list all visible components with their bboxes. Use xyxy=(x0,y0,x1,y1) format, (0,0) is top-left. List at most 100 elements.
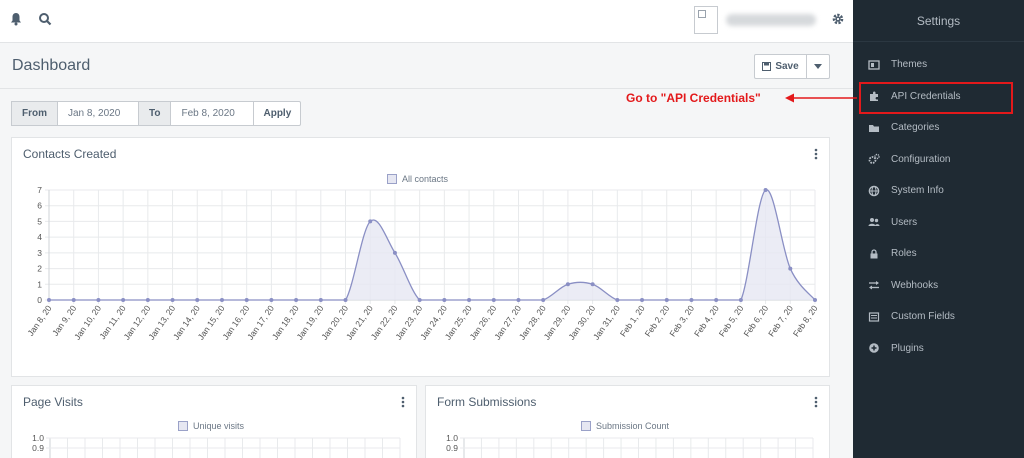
from-label: From xyxy=(11,101,58,126)
data-point[interactable] xyxy=(442,298,447,302)
search-icon[interactable] xyxy=(38,12,56,30)
data-point[interactable] xyxy=(71,298,76,302)
data-point[interactable] xyxy=(392,250,397,255)
user-name-redacted[interactable] xyxy=(726,14,816,26)
data-point[interactable] xyxy=(145,298,150,302)
puzzle-icon xyxy=(868,90,880,102)
contacts-legend[interactable]: All contacts xyxy=(387,174,448,184)
themes-icon xyxy=(868,59,880,71)
data-point[interactable] xyxy=(467,298,472,302)
data-point[interactable] xyxy=(121,298,126,302)
kebab-menu-icon[interactable] xyxy=(814,396,818,408)
kebab-menu-icon[interactable] xyxy=(814,148,818,160)
data-point[interactable] xyxy=(170,298,175,302)
data-point[interactable] xyxy=(294,298,299,302)
series-area xyxy=(49,189,815,300)
sidebar-item-plugins[interactable]: Plugins xyxy=(853,333,1024,364)
contacts-created-panel: Contacts Created All contacts 0 1 2 3 4 5 6 7 Ja… xyxy=(11,137,830,377)
data-point[interactable] xyxy=(368,219,373,224)
form-submissions-title: Form Submissions xyxy=(437,395,537,409)
y-tick-label: 0.9 xyxy=(32,443,44,453)
y-tick-label: 4 xyxy=(37,232,42,242)
data-point[interactable] xyxy=(714,298,719,302)
avatar[interactable] xyxy=(694,6,718,34)
data-point[interactable] xyxy=(664,298,669,302)
data-point[interactable] xyxy=(763,188,768,192)
save-button-label: Save xyxy=(775,61,799,72)
data-point[interactable] xyxy=(343,298,348,302)
y-tick-label: 1 xyxy=(37,279,42,289)
sidebar-item-label: Plugins xyxy=(891,342,924,354)
sidebar-item-label: Categories xyxy=(891,122,940,133)
data-point[interactable] xyxy=(788,266,793,271)
legend-swatch xyxy=(387,174,397,184)
top-bar xyxy=(0,0,853,43)
sidebar-item-webhooks[interactable]: Webhooks xyxy=(853,270,1024,301)
bell-icon[interactable] xyxy=(9,12,27,30)
sidebar-item-categories[interactable]: Categories xyxy=(853,112,1024,143)
floppy-icon xyxy=(762,62,772,71)
sidebar-item-users[interactable]: Users xyxy=(853,207,1024,238)
data-point[interactable] xyxy=(47,298,51,302)
y-tick-label: 7 xyxy=(37,185,42,195)
page-visits-panel: Page Visits Unique visits 1.0 0.9 xyxy=(11,385,417,458)
series-line xyxy=(49,189,816,301)
data-point[interactable] xyxy=(590,282,595,287)
data-point[interactable] xyxy=(195,298,200,302)
sidebar-item-custom-fields[interactable]: Custom Fields xyxy=(853,301,1024,332)
form-submissions-panel: Form Submissions Submission Count 1.0 0.9 xyxy=(425,385,830,458)
sidebar-item-system-info[interactable]: System Info xyxy=(853,175,1024,206)
y-tick-label: 1.0 xyxy=(32,433,44,443)
sidebar-item-api-credentials[interactable]: API Credentials xyxy=(853,81,1024,112)
data-point[interactable] xyxy=(96,298,101,302)
plus-circle-icon xyxy=(868,342,880,354)
save-options-dropdown[interactable] xyxy=(806,54,830,79)
list-icon xyxy=(868,311,880,323)
exchange-icon xyxy=(868,279,880,291)
settings-sidebar: Settings Themes API Credentials Categories… xyxy=(853,0,1024,458)
to-date-input[interactable]: Feb 8, 2020 xyxy=(171,101,255,126)
form-submissions-legend[interactable]: Submission Count xyxy=(581,421,669,431)
data-point[interactable] xyxy=(738,298,743,302)
save-button[interactable]: Save xyxy=(754,54,807,79)
sidebar-item-label: API Credentials xyxy=(891,90,961,102)
page-visits-title: Page Visits xyxy=(23,395,83,409)
cogs-icon xyxy=(868,153,880,165)
legend-label: All contacts xyxy=(402,174,449,184)
sidebar-item-themes[interactable]: Themes xyxy=(853,49,1024,80)
y-tick-label: 0 xyxy=(37,295,42,305)
gear-icon[interactable] xyxy=(831,12,849,30)
data-point[interactable] xyxy=(541,298,546,302)
date-filter: From Jan 8, 2020 To Feb 8, 2020 Apply xyxy=(11,101,302,126)
data-point[interactable] xyxy=(491,298,496,302)
sidebar-item-label: Roles xyxy=(891,248,917,259)
data-point[interactable] xyxy=(318,298,323,302)
sidebar-item-label: Custom Fields xyxy=(891,311,955,322)
apply-button[interactable]: Apply xyxy=(254,101,302,126)
data-point[interactable] xyxy=(689,298,694,302)
y-tick-label: 5 xyxy=(37,216,42,226)
globe-icon xyxy=(868,185,880,197)
data-point[interactable] xyxy=(417,298,422,302)
kebab-menu-icon[interactable] xyxy=(401,396,405,408)
data-point[interactable] xyxy=(565,282,570,287)
y-tick-label: 1.0 xyxy=(446,433,458,443)
sidebar-item-configuration[interactable]: Configuration xyxy=(853,144,1024,175)
page-visits-legend[interactable]: Unique visits xyxy=(178,421,244,431)
sidebar-item-label: Themes xyxy=(891,59,928,70)
to-label: To xyxy=(139,101,172,126)
sidebar-item-roles[interactable]: Roles xyxy=(853,238,1024,269)
data-point[interactable] xyxy=(219,298,224,302)
data-point[interactable] xyxy=(615,298,620,302)
data-point[interactable] xyxy=(516,298,521,302)
from-date-input[interactable]: Jan 8, 2020 xyxy=(58,101,139,126)
legend-label: Submission Count xyxy=(596,421,670,431)
sidebar-item-label: Users xyxy=(891,216,918,228)
data-point[interactable] xyxy=(269,298,274,302)
caret-down-icon xyxy=(814,64,822,69)
sidebar-item-label: System Info xyxy=(891,185,944,196)
data-point[interactable] xyxy=(640,298,645,302)
legend-swatch xyxy=(178,421,188,431)
data-point[interactable] xyxy=(244,298,249,302)
data-point[interactable] xyxy=(813,298,817,302)
